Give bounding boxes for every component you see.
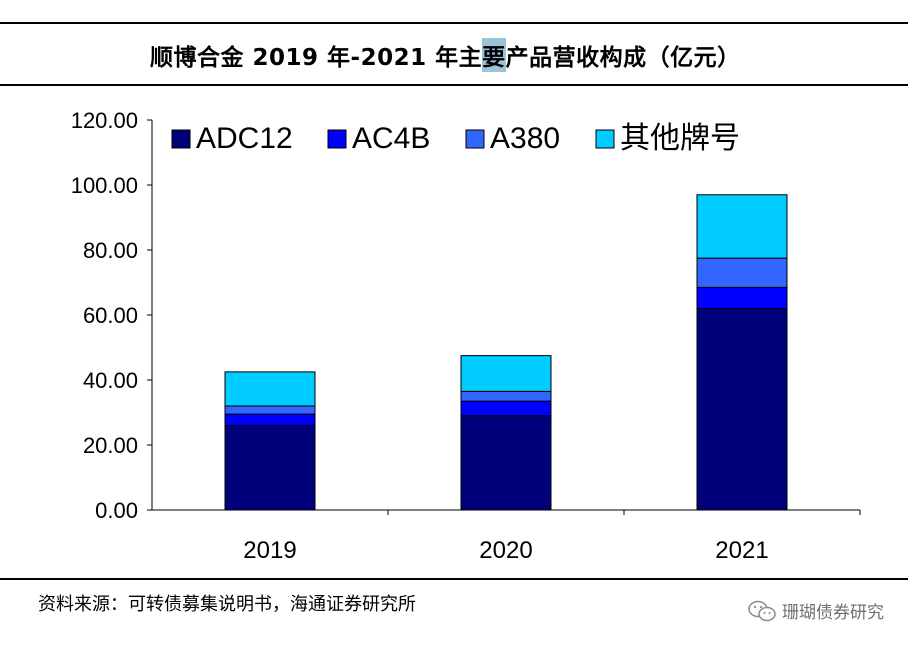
bar-segment-2021-s1 xyxy=(696,286,788,309)
bar-segment-2021-s0 xyxy=(696,308,788,511)
bar-segment-2020-s2 xyxy=(460,390,552,402)
bar-segment-2020-s1 xyxy=(460,400,552,417)
bar-segment-2021-s2 xyxy=(696,257,788,288)
bar-segment-2020-s3 xyxy=(460,355,552,392)
wechat-icon xyxy=(748,600,776,621)
title-part-1: 顺博合金 2019 年-2021 年主 xyxy=(150,45,483,71)
legend-label-2: A380 xyxy=(490,122,560,155)
legend-label-0: ADC12 xyxy=(196,122,293,155)
y-tick-label: 80.00 xyxy=(83,238,138,263)
stacked-bar-chart: 0.00 20.00 40.00 60.00 80.00 100.00 120.00 2019… xyxy=(71,108,861,564)
footer-rule xyxy=(0,578,908,580)
bar-segment-2019-s1 xyxy=(224,413,316,426)
title-part-2: 产品营收构成（亿元） xyxy=(505,45,741,71)
legend-swatch-0 xyxy=(171,129,191,149)
x-tick-label: 2020 xyxy=(479,537,532,564)
bar-segment-2019-s3 xyxy=(224,371,316,407)
bar-segment-2019-s2 xyxy=(224,405,316,415)
y-tick-label: 0.00 xyxy=(95,498,138,523)
source-note: 资料来源：可转债募集说明书，海通证券研究所 xyxy=(38,594,416,615)
x-tick-label: 2019 xyxy=(243,537,296,564)
bar-segment-2019-s0 xyxy=(224,425,316,511)
chart-title: 顺博合金 2019 年-2021 年主要产品营收构成（亿元） xyxy=(150,38,741,72)
legend-label-3: 其他牌号 xyxy=(620,122,740,155)
bar-segment-2020-s0 xyxy=(460,415,552,511)
y-tick-label: 60.00 xyxy=(83,303,138,328)
y-tick-label: 20.00 xyxy=(83,433,138,458)
legend-swatch-3 xyxy=(595,129,615,149)
legend-label-1: AC4B xyxy=(352,122,430,155)
bar-segment-2021-s3 xyxy=(696,194,788,259)
y-tick-label: 120.00 xyxy=(71,108,138,133)
y-tick-label: 40.00 xyxy=(83,368,138,393)
title-divider xyxy=(0,84,908,86)
y-tick-label: 100.00 xyxy=(71,173,138,198)
title-highlight: 要 xyxy=(482,38,506,72)
legend-swatch-2 xyxy=(465,129,485,149)
watermark-text: 珊瑚债券研究 xyxy=(782,603,884,623)
x-tick-label: 2021 xyxy=(715,537,768,564)
watermark: 珊瑚债券研究 xyxy=(748,598,884,623)
top-rule xyxy=(0,22,908,24)
legend-swatch-1 xyxy=(327,129,347,149)
